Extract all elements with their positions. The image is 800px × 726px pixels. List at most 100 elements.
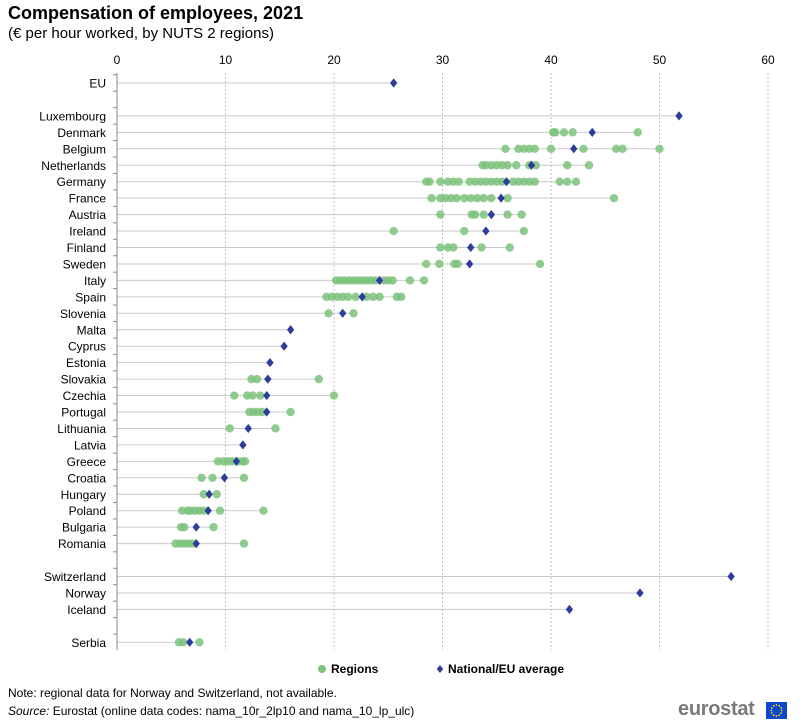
region-point — [453, 259, 462, 269]
national-point — [636, 588, 644, 598]
category-label: Italy — [84, 274, 106, 288]
region-point — [436, 177, 445, 186]
region-point — [503, 210, 512, 219]
category-label: Sweden — [63, 257, 106, 271]
region-point — [199, 490, 208, 499]
region-point — [388, 276, 397, 285]
national-point — [389, 78, 398, 88]
region-point — [343, 292, 353, 302]
region-point — [425, 177, 434, 186]
category-label: Iceland — [67, 603, 106, 617]
category-label: Netherlands — [41, 159, 106, 173]
region-point — [584, 161, 594, 170]
region-point — [466, 193, 475, 203]
region-point — [611, 144, 621, 153]
source-text: Eurostat (online data codes: nama_10r_2l… — [49, 704, 415, 718]
category-label: Croatia — [67, 471, 106, 485]
category-label: Denmark — [57, 126, 107, 140]
region-point — [579, 144, 588, 153]
region-point — [427, 193, 436, 203]
gridlines — [225, 73, 769, 650]
x-tick-labels: 0 10 20 30 40 50 60 — [114, 53, 775, 67]
region-point — [252, 374, 262, 384]
national-point — [375, 275, 384, 285]
y-axis — [113, 73, 118, 650]
region-point — [180, 522, 189, 532]
region-point — [503, 193, 512, 203]
region-point — [479, 210, 488, 219]
category-label: Norway — [65, 586, 106, 600]
category-label: Latvia — [74, 438, 106, 452]
region-point — [571, 177, 581, 186]
national-point — [570, 144, 578, 154]
region-point — [531, 161, 541, 170]
region-point — [239, 473, 249, 482]
region-point — [505, 243, 514, 252]
region-point — [227, 457, 237, 466]
region-point — [452, 193, 461, 203]
region-point — [449, 243, 458, 252]
national-point — [588, 127, 596, 137]
region-point — [225, 424, 235, 433]
national-point — [482, 226, 490, 236]
region-point — [248, 391, 257, 400]
x-tick-label: 40 — [544, 53, 558, 67]
region-point — [389, 226, 398, 236]
x-tick-label: 30 — [436, 53, 450, 67]
category-label: Estonia — [66, 356, 106, 370]
category-label: Slovakia — [61, 373, 107, 387]
national-point — [192, 539, 200, 549]
national-point — [675, 111, 683, 121]
national-point — [244, 423, 252, 434]
eu-flag-icon — [766, 702, 787, 719]
region-point — [215, 506, 225, 515]
logo-wordmark: eurostat — [678, 698, 755, 720]
category-label: France — [69, 192, 107, 206]
region-point — [259, 506, 268, 515]
national-point — [527, 160, 536, 170]
national-point — [497, 193, 505, 203]
category-label: Lithuania — [57, 422, 106, 436]
region-point — [559, 128, 569, 137]
category-label: Hungary — [61, 488, 106, 502]
region-point — [229, 391, 239, 400]
source-label: Source: — [8, 704, 50, 718]
category-label: Serbia — [71, 636, 106, 650]
national-point — [727, 571, 735, 582]
national-point — [487, 210, 496, 220]
national-point — [263, 407, 271, 417]
category-label: Bulgaria — [62, 521, 106, 535]
category-label: Malta — [77, 323, 107, 337]
region-markers — [171, 128, 664, 647]
row-lines — [117, 82, 732, 643]
region-point — [503, 161, 512, 170]
category-label: Luxembourg — [39, 109, 106, 123]
region-point — [195, 638, 204, 647]
national-point — [220, 473, 229, 483]
region-point — [422, 259, 431, 269]
region-point — [512, 161, 521, 170]
region-point — [286, 407, 295, 417]
region-point — [371, 276, 380, 285]
legend-national-label: National/EU average — [448, 662, 564, 676]
region-point — [563, 177, 572, 186]
region-point — [375, 292, 384, 302]
region-point — [563, 161, 572, 170]
region-point — [368, 292, 378, 302]
region-point — [477, 243, 486, 252]
region-point — [487, 193, 496, 203]
legend-regions-label: Regions — [331, 662, 379, 676]
category-label: Austria — [69, 208, 107, 222]
category-label: Slovenia — [60, 307, 106, 321]
region-point — [208, 473, 217, 482]
x-tick-label: 20 — [327, 53, 341, 67]
region-point — [324, 309, 333, 318]
category-label: Cyprus — [68, 340, 106, 354]
region-point — [551, 128, 560, 137]
region-point — [530, 177, 539, 186]
x-tick-label: 10 — [219, 53, 233, 67]
category-label: Germany — [57, 175, 106, 189]
national-point — [186, 637, 194, 647]
national-markers — [186, 78, 735, 647]
region-point — [212, 490, 222, 499]
